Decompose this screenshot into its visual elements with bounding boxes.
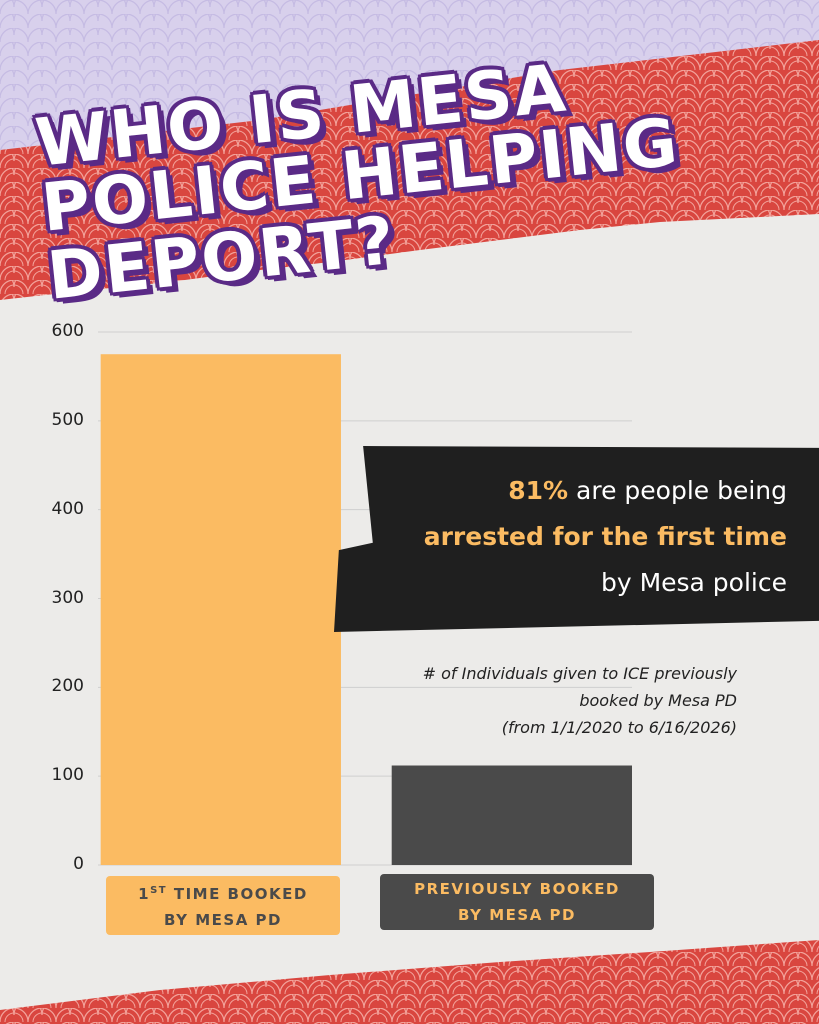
cat-0-main: 1 [138,885,151,903]
note-line-2: booked by Mesa PD [579,691,737,710]
callout-highlight: arrested for the first time [423,522,787,551]
y-tick-label-100: 100 [51,765,84,786]
cat-1-line2: BY MESA PD [458,906,576,924]
cat-0-rest: TIME BOOKED [167,885,308,903]
red-band-bottom [0,940,819,1024]
y-tick-label-500: 500 [51,409,84,430]
y-tick-label-300: 300 [51,587,84,608]
bar-0 [100,354,341,865]
y-tick-label-0: 0 [73,854,84,874]
y-tick-label-600: 600 [51,321,84,341]
category-label-first-time: 1ST TIME BOOKED BY MESA PD [106,876,340,935]
note-line-3: (from 1/1/2020 to 6/16/2026) [501,718,737,737]
cat-1-line1: PREVIOUSLY BOOKED [414,880,620,898]
callout-percent: 81% [508,476,569,505]
chart-note: # of Individuals given to ICE previously… [423,660,737,741]
callout-text-2: by Mesa police [600,568,787,597]
y-tick-label-400: 400 [51,498,84,519]
callout-text: 81% are people being arrested for the fi… [424,468,787,606]
y-tick-label-200: 200 [51,676,84,697]
category-label-previously: PREVIOUSLY BOOKED BY MESA PD [380,874,654,930]
bars [100,354,632,865]
cat-0-sup: ST [150,885,168,896]
callout-text-1: are people being [568,476,787,505]
cat-0-line2: BY MESA PD [164,911,282,929]
bar-1 [391,765,632,865]
callout-banner [334,446,819,632]
note-line-1: # of Individuals given to ICE previously [422,664,737,683]
